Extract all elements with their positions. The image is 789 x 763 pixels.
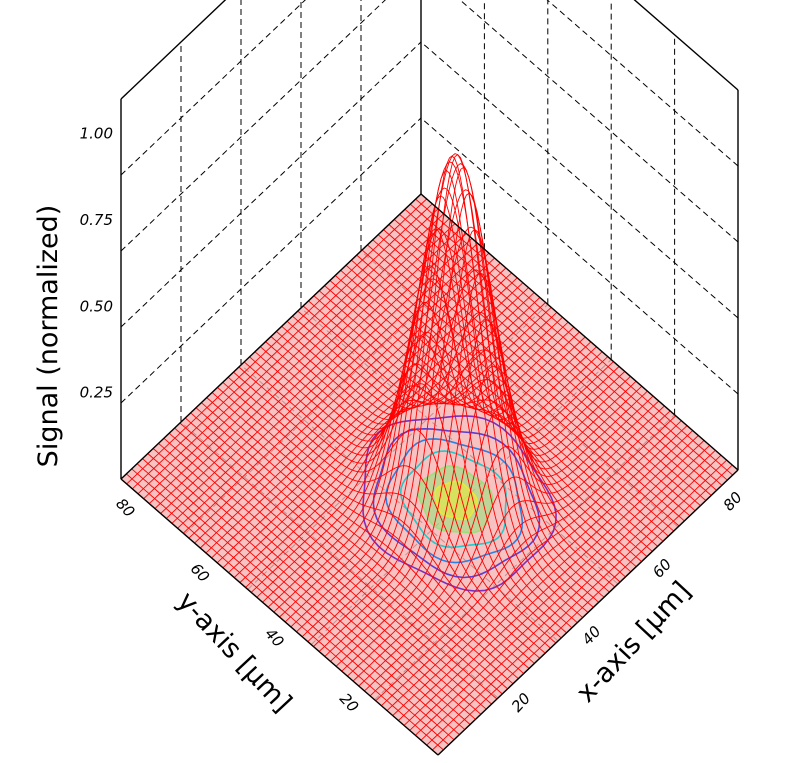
wall-grid-line bbox=[546, 0, 739, 167]
y-tick-label: 80 bbox=[112, 495, 138, 521]
frame-edge bbox=[120, 478, 439, 756]
mesh-line-x bbox=[361, 249, 680, 527]
mesh-line-x bbox=[147, 453, 466, 730]
mesh-line-x bbox=[335, 275, 653, 552]
mesh-line-x bbox=[393, 219, 712, 496]
contour-level-4 bbox=[399, 450, 507, 549]
mesh-line-x bbox=[195, 407, 514, 685]
z-tick-label: 0.75 bbox=[80, 211, 113, 229]
mesh-line-x bbox=[142, 458, 460, 735]
mesh-line-x bbox=[276, 163, 594, 608]
mesh-line-x bbox=[324, 285, 642, 562]
mesh-line-x bbox=[308, 300, 626, 578]
mesh-line-x bbox=[222, 381, 541, 659]
chart-frame bbox=[120, 0, 739, 756]
z-axis-label: Signal (normalized) bbox=[33, 205, 64, 468]
y-tick-label: 20 bbox=[336, 690, 362, 716]
wall-grid-line bbox=[120, 0, 386, 252]
mesh-line-x bbox=[211, 392, 530, 669]
contour-level-1 bbox=[362, 415, 557, 592]
mesh-line-x bbox=[383, 229, 701, 506]
mesh-line-x bbox=[136, 463, 455, 741]
mesh-line-x bbox=[410, 203, 728, 481]
frame-edge bbox=[120, 193, 422, 480]
mesh-line-x bbox=[126, 473, 444, 751]
wall-grid-line bbox=[420, 117, 739, 395]
frame-edge bbox=[633, 0, 739, 91]
wall-grid-line bbox=[120, 41, 422, 328]
mesh-line-x bbox=[302, 305, 621, 583]
wall-grid-line bbox=[459, 0, 739, 243]
mesh-line-x bbox=[281, 189, 599, 603]
mesh-line-x bbox=[185, 417, 503, 695]
frame-edge bbox=[120, 0, 227, 100]
mesh-line-x bbox=[377, 234, 696, 512]
mesh-line-x bbox=[270, 153, 589, 613]
x-tick-label: 20 bbox=[508, 689, 534, 715]
mesh-line-x bbox=[329, 280, 648, 557]
mesh-line-x bbox=[404, 208, 723, 486]
mesh-line-x bbox=[313, 295, 632, 573]
mesh-line-x bbox=[190, 412, 508, 690]
mesh-line-x bbox=[158, 443, 476, 720]
mesh-line-x bbox=[345, 264, 664, 542]
mesh-line-x bbox=[243, 331, 562, 639]
wall-grid-line bbox=[420, 41, 739, 319]
mesh-line-x bbox=[233, 371, 551, 649]
mesh-line-x bbox=[201, 402, 519, 680]
mesh-line-x bbox=[265, 161, 583, 618]
mesh-line-x bbox=[254, 228, 573, 629]
mesh-line-x bbox=[249, 278, 567, 634]
mesh-line-x bbox=[415, 198, 733, 476]
floor-fill bbox=[121, 194, 738, 755]
mesh-line-x bbox=[367, 244, 685, 522]
mesh-line-x bbox=[174, 427, 492, 705]
mesh-line-x bbox=[292, 269, 610, 593]
contour-level-3 bbox=[385, 438, 524, 564]
z-tick-label: 1.00 bbox=[80, 125, 113, 143]
mesh-line-x bbox=[238, 366, 557, 644]
frame-edge bbox=[437, 469, 739, 756]
z-tick-label: 0.50 bbox=[80, 297, 113, 315]
mesh-line-x bbox=[217, 387, 535, 664]
mesh-line-x bbox=[372, 239, 691, 517]
contour-level-6 bbox=[434, 480, 478, 521]
chart-floor bbox=[121, 194, 738, 755]
z-tick-label: 0.25 bbox=[80, 384, 113, 402]
mesh-line-x bbox=[179, 422, 498, 700]
mesh-line-x bbox=[131, 468, 449, 746]
x-tick-label: 40 bbox=[578, 622, 604, 648]
mesh-line-x bbox=[163, 437, 482, 715]
wall-grid-line bbox=[120, 117, 422, 404]
wall-grid-line bbox=[120, 0, 306, 176]
mesh-line-x bbox=[388, 224, 707, 501]
mesh-line-x bbox=[206, 397, 524, 674]
mesh-line-x bbox=[318, 290, 637, 568]
frame-edge bbox=[420, 193, 739, 471]
mesh-line-x bbox=[152, 448, 471, 725]
mesh-line-x bbox=[340, 269, 658, 547]
mesh-line-x bbox=[227, 376, 546, 654]
mesh-line-x bbox=[356, 254, 674, 532]
x-tick-label: 80 bbox=[720, 488, 746, 514]
mesh-line-x bbox=[286, 226, 605, 598]
y-tick-label: 40 bbox=[261, 625, 287, 651]
y-tick-label: 60 bbox=[187, 560, 213, 586]
x-tick-label: 60 bbox=[649, 555, 675, 581]
mesh-line-x bbox=[168, 432, 487, 710]
